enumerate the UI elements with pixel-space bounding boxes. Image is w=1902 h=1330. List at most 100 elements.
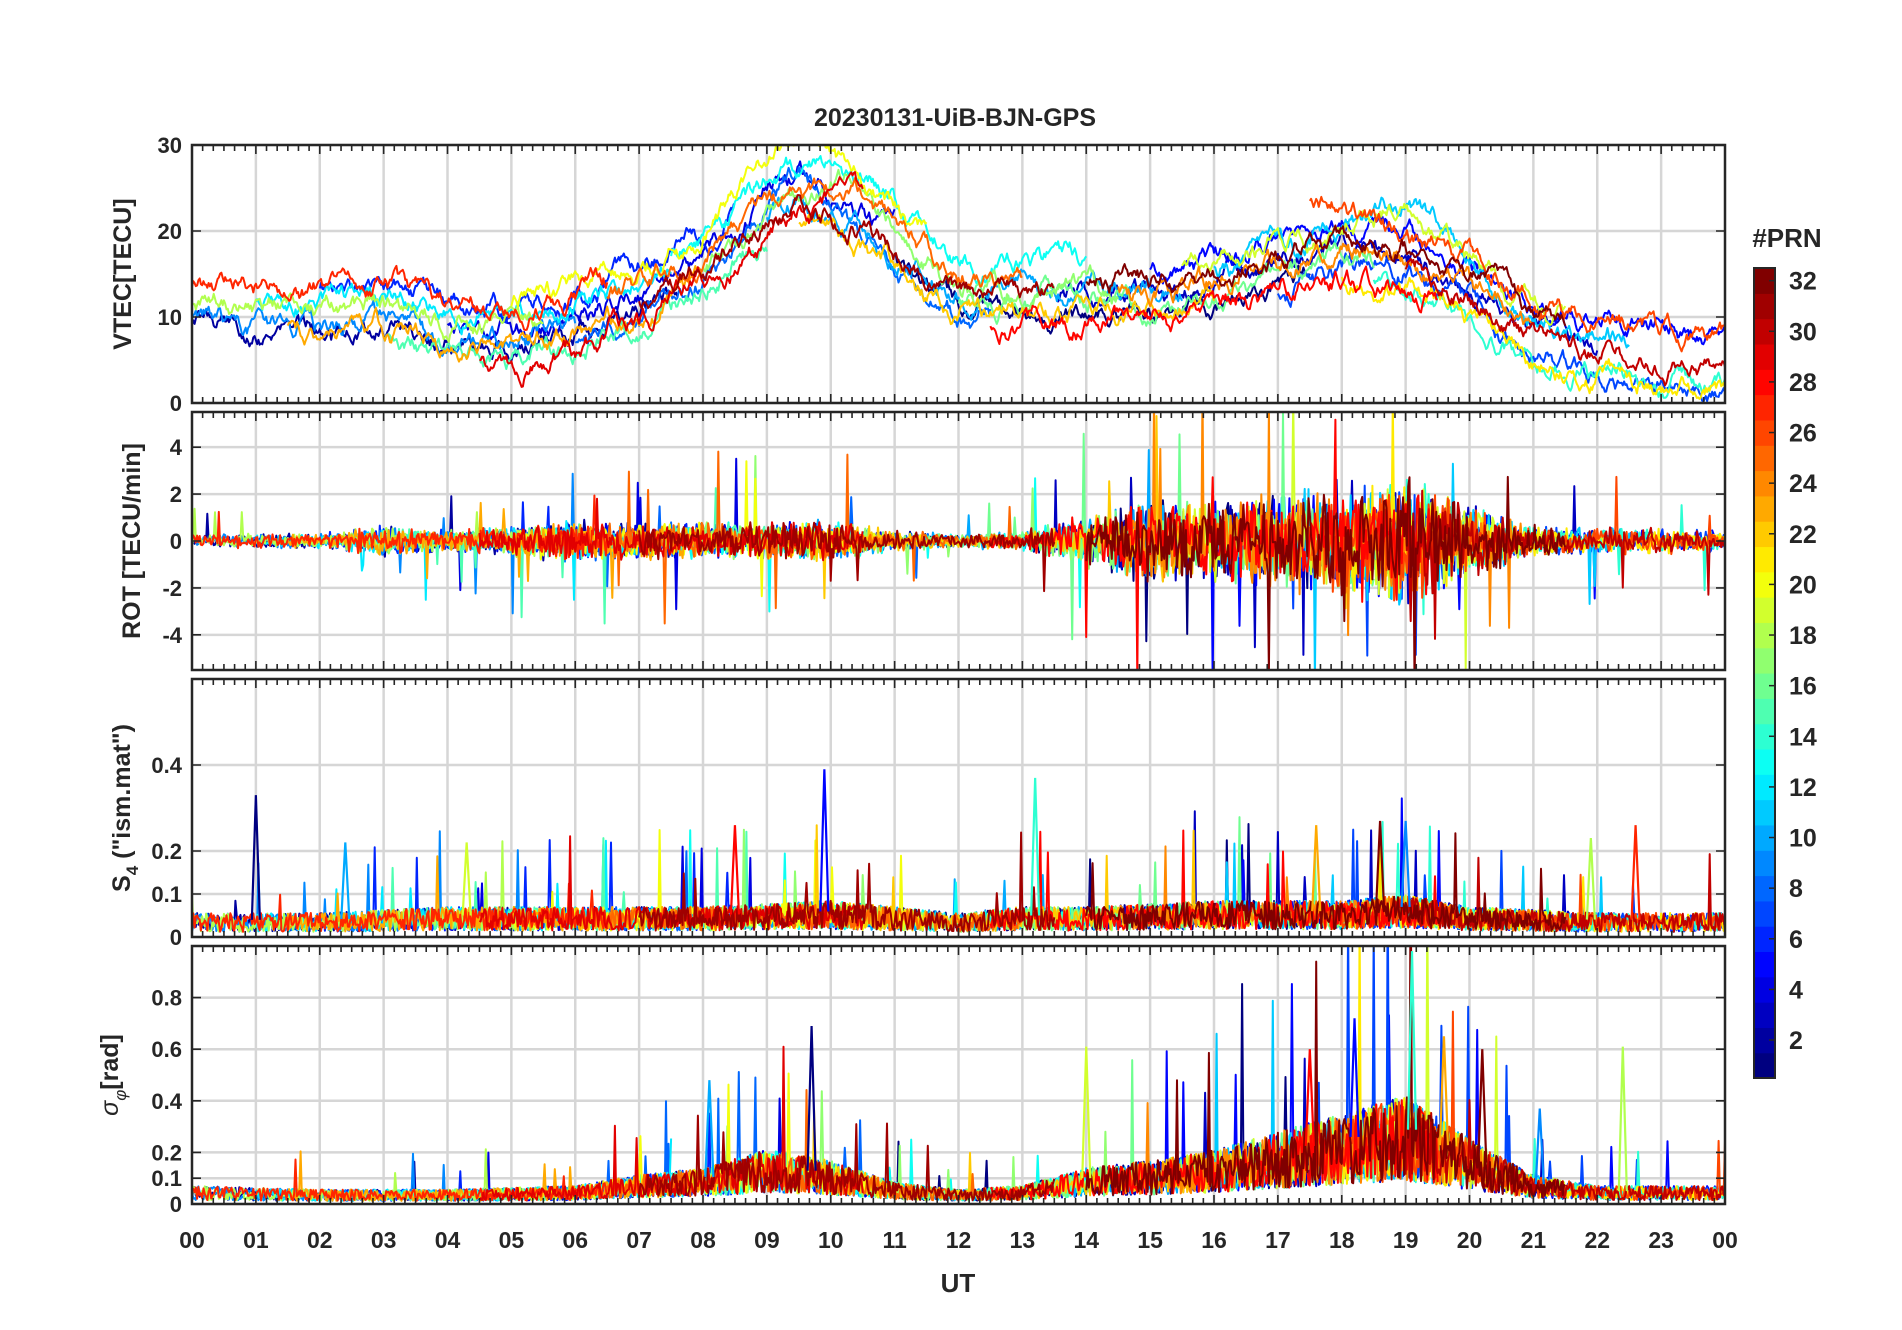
vtec-trace-prn-14 bbox=[1372, 270, 1725, 399]
x-tick-label: 04 bbox=[435, 1227, 461, 1253]
sigma-phi-y-tick-label: 0.8 bbox=[151, 986, 182, 1011]
sigma-phi-peak-spike bbox=[1406, 951, 1418, 1130]
s4-trace-prn-32 bbox=[1085, 832, 1567, 932]
vtec-trace-prn-10 bbox=[765, 194, 1183, 321]
x-tick-label: 06 bbox=[562, 1227, 588, 1253]
colorbar-swatch-prn-14 bbox=[1754, 723, 1775, 750]
s4-peak-spike bbox=[819, 769, 830, 912]
sigma-phi-y-label-main: σ bbox=[96, 1100, 124, 1116]
s4-peak-spike bbox=[1585, 838, 1596, 920]
s4-y-label-sub: 4 bbox=[123, 865, 142, 875]
s4-peak-spike bbox=[1311, 825, 1322, 912]
s4-peak-spike bbox=[340, 842, 351, 919]
vtec-y-label: VTEC[TECU] bbox=[109, 198, 137, 349]
sigma-phi-peak-spike bbox=[1477, 1049, 1488, 1163]
x-tick-labels: 00 01 02 03 04 05 06 07 08 09 10 11 12 13 14 15 16 17 18 19… bbox=[179, 1227, 1738, 1253]
x-tick-label: 07 bbox=[626, 1227, 652, 1253]
colorbar-swatch-prn-15 bbox=[1754, 698, 1775, 725]
colorbar-swatch-prn-21 bbox=[1754, 546, 1775, 573]
s4-y-tick-label: 0.2 bbox=[151, 839, 182, 864]
colorbar-swatch-prn-1 bbox=[1754, 1052, 1775, 1079]
rot-trace-prn-30 bbox=[1404, 489, 1725, 640]
x-axis-label: UT bbox=[941, 1268, 976, 1298]
colorbar-swatch-prn-10 bbox=[1754, 824, 1775, 851]
colorbar-tick-label: 4 bbox=[1789, 976, 1803, 1004]
colorbar-tick-label: 28 bbox=[1789, 369, 1817, 397]
s4-trace-prn-28 bbox=[989, 829, 1439, 932]
colorbar-swatch-prn-20 bbox=[1754, 571, 1775, 598]
rot-y-tick-label: -4 bbox=[162, 623, 182, 648]
vtec-trace-prn-28 bbox=[989, 265, 1438, 345]
vtec-y-tick-label: 0 bbox=[170, 391, 182, 416]
colorbar-swatch-prn-25 bbox=[1754, 445, 1775, 472]
rot-y-tick-labels: -4 -2 0 2 4 bbox=[162, 435, 182, 648]
colorbar-swatch-prn-19 bbox=[1754, 597, 1775, 623]
colorbar-tick-label: 20 bbox=[1789, 571, 1817, 599]
sigma-phi-peak-spike bbox=[1081, 1046, 1092, 1179]
s4-y-tick-labels: 0 0.1 0.2 0.4 bbox=[151, 753, 182, 950]
colorbar-tick-label: 6 bbox=[1789, 926, 1803, 954]
x-tick-label: 18 bbox=[1329, 1227, 1355, 1253]
sigma-phi-y-tick-label: 0.2 bbox=[151, 1140, 182, 1165]
colorbar-swatch-prn-8 bbox=[1754, 875, 1775, 902]
x-tick-label: 23 bbox=[1648, 1227, 1674, 1253]
colorbar-swatch-prn-23 bbox=[1754, 495, 1775, 522]
x-tick-label: 22 bbox=[1584, 1227, 1610, 1253]
colorbar-swatch-prn-5 bbox=[1754, 951, 1775, 978]
vtec-trace-prn-18 bbox=[192, 292, 544, 343]
sigma-phi-y-tick-label: 0.6 bbox=[151, 1037, 182, 1062]
s4-axes-box bbox=[190, 677, 1727, 939]
x-tick-label: 01 bbox=[243, 1227, 269, 1253]
x-tick-label: 20 bbox=[1457, 1227, 1483, 1253]
sigma-phi-peak-spike bbox=[806, 1025, 817, 1171]
x-tick-label: 19 bbox=[1393, 1227, 1419, 1253]
vtec-y-tick-label: 20 bbox=[158, 219, 182, 244]
colorbar-label: #PRN bbox=[1752, 223, 1821, 253]
sigma-phi-series bbox=[192, 946, 1725, 1202]
sigma-phi-y-tick-label: 0.4 bbox=[151, 1089, 182, 1114]
x-tick-label: 16 bbox=[1201, 1227, 1227, 1253]
sigma-phi-trace-prn-30 bbox=[1404, 1099, 1725, 1202]
colorbar-swatch-prn-31 bbox=[1754, 293, 1775, 320]
s4-y-tick-label: 0 bbox=[170, 925, 182, 950]
vtec-y-tick-label: 10 bbox=[158, 305, 182, 330]
colorbar-swatch-prn-32 bbox=[1754, 268, 1775, 294]
sigma-phi-y-label: σφ[rad] bbox=[96, 1034, 130, 1116]
sigma-phi-peak-spike bbox=[1534, 1108, 1545, 1185]
vtec-trace-prn-17 bbox=[702, 168, 1120, 312]
x-tick-label: 17 bbox=[1265, 1227, 1291, 1253]
x-tick-label: 15 bbox=[1137, 1227, 1163, 1253]
colorbar-tick-label: 24 bbox=[1789, 470, 1817, 498]
x-tick-label: 11 bbox=[882, 1227, 907, 1253]
colorbar-tick-label: 30 bbox=[1789, 318, 1817, 346]
rot-panel: -4 -2 0 2 4 ROT [TECU/min] bbox=[118, 410, 1727, 672]
colorbar-swatch-prn-13 bbox=[1754, 748, 1775, 775]
x-tick-label: 13 bbox=[1010, 1227, 1036, 1253]
colorbar-swatch-prn-27 bbox=[1754, 394, 1775, 421]
s4-peak-spike bbox=[250, 795, 261, 920]
sigma-phi-panel: 00.10.2 0.4 0.6 0.8 σφ[rad] bbox=[96, 944, 1727, 1217]
rot-y-tick-label: -2 bbox=[162, 576, 182, 601]
s4-y-tick-label: 0.1 bbox=[151, 882, 182, 907]
s4-trace-prn-21 bbox=[1340, 826, 1725, 933]
vtec-trace-prn-12 bbox=[255, 266, 672, 336]
vtec-trace-prn-23 bbox=[286, 265, 704, 363]
rot-trace-prn-31 bbox=[638, 521, 1056, 593]
sigma-phi-peak-spike bbox=[704, 1080, 715, 1177]
x-tick-label: 05 bbox=[499, 1227, 525, 1253]
sigma-phi-peak-spike bbox=[1438, 1036, 1450, 1146]
vtec-trace-prn-30 bbox=[1404, 257, 1725, 387]
vtec-y-tick-label: 30 bbox=[158, 133, 182, 158]
s4-peak-spike bbox=[1030, 777, 1041, 916]
s4-y-tick-label: 0.4 bbox=[151, 753, 182, 778]
colorbar-tick-label: 2 bbox=[1789, 1027, 1803, 1055]
rot-trace-prn-32 bbox=[1085, 475, 1567, 670]
colorbar-tick-label: 22 bbox=[1789, 521, 1817, 549]
vtec-panel: 0 10 20 30 VTEC[TECU] bbox=[109, 133, 1727, 416]
vtec-trace-prn-27 bbox=[192, 264, 609, 331]
colorbar-swatch-prn-4 bbox=[1754, 976, 1775, 1003]
sigma-phi-peak-spike bbox=[1304, 1049, 1315, 1146]
vtec-trace-prn-25 bbox=[606, 177, 1023, 300]
